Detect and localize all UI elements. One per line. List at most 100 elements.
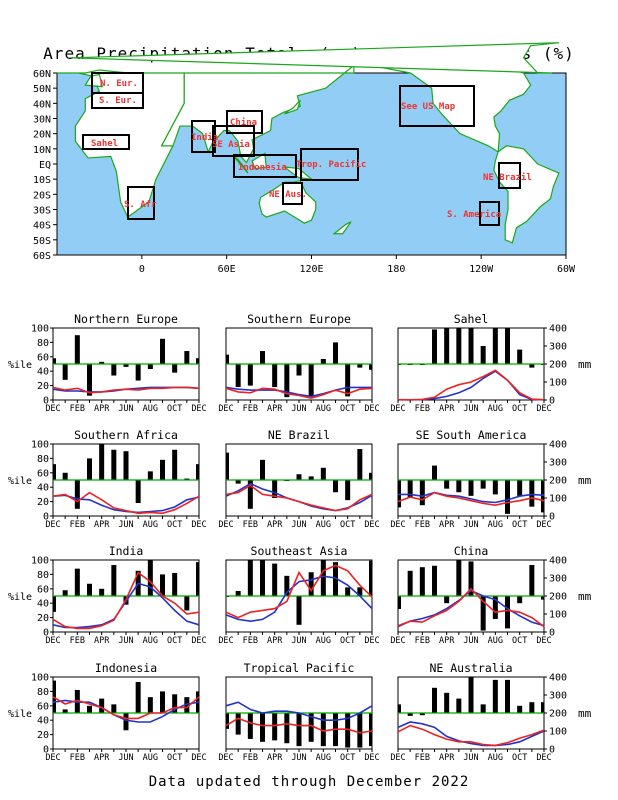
percentile-bar [160,338,165,364]
region-label: SE Asia [212,139,250,150]
pct-tick-label: 60 [37,468,49,479]
lat-tick-label: 20S [33,190,51,201]
month-label: DEC [390,520,405,530]
month-label: AUG [316,520,331,530]
percentile-bar [320,467,326,480]
percentile-bar [172,694,178,713]
pct-tick-label: 80 [37,454,49,465]
percentile-bar [62,709,68,713]
normal-precip-line [225,701,373,722]
panel-southeast-asia: Southeast Asia DEC FEB APR JUN AUG OCT DEC [218,544,379,646]
mm-axis-label: mm [578,358,592,371]
percentile-bar [99,588,105,596]
region-box [300,148,359,181]
observed-precip-line [52,696,200,720]
pct-tick-label: 60 [37,584,49,595]
percentile-bar [74,480,80,509]
lat-tick-label: EQ [39,160,51,171]
percentile-bar [196,464,199,480]
region-label: S. Eur. [99,96,137,106]
lat-tick-label: 30S [33,206,51,217]
percentile-bar [407,713,413,716]
pct-tick-label: 100 [31,440,49,451]
month-label: DEC [218,753,233,763]
percentile-bar [456,560,462,596]
observed-precip-line [397,724,545,747]
region-label: NE Brazil [483,172,532,183]
lat-tick-label: 40S [33,221,51,232]
mm-tick-label: 200 [549,360,567,371]
observed-precip-line [225,387,373,400]
month-label: APR [267,753,283,763]
mm-tick-label: 0 [549,512,555,523]
percentile-bar [260,560,265,596]
percentile-bar [480,704,486,713]
month-label: DEC [45,404,60,414]
region-label: Indonesia [238,162,287,173]
percentile-bar [320,560,326,596]
month-label: OCT [167,404,182,414]
region-box [233,154,297,178]
pct-tick-label: 100 [31,324,49,335]
percentile-bar [247,560,253,596]
month-label: AUG [143,404,158,414]
percentile-bar [99,698,105,713]
percentile-bar [480,480,486,489]
percentile-bar [541,480,544,513]
percentile-bar [456,480,462,493]
month-label: APR [439,404,455,414]
normal-precip-line [397,589,545,628]
month-label: FEB [415,753,430,763]
percentile-bar [247,364,253,386]
percentile-bar [284,713,290,744]
month-label: AUG [316,636,331,646]
percentile-bar [517,349,523,364]
percentile-bar [74,568,80,596]
percentile-bar [468,328,474,364]
percentile-bar [111,364,117,376]
continent-outline [57,69,185,218]
panel-tropical-pacific: Tropical Pacific DEC FEB APR JUN AUG OCT DEC [218,661,379,763]
percentile-bar [296,713,302,747]
percentile-bar [53,358,56,364]
percentile-bar [468,561,474,596]
pct-tick-label: 0 [43,512,49,523]
percentile-bar [87,583,92,596]
region-box [226,110,263,134]
percentile-bar [333,480,338,493]
percentile-bar [226,452,229,480]
percentile-bar [247,480,253,509]
month-label: JUN [118,520,133,530]
month-label: JUN [118,753,133,763]
normal-precip-line [397,721,545,747]
panel-title: India [109,544,144,558]
percentile-bar [345,364,351,397]
percentile-bar [398,596,401,609]
month-label: FEB [243,636,258,646]
percentile-bar [432,329,437,364]
percentile-bar [333,562,338,596]
pct-tick-label: 20 [37,381,49,392]
pct-tick-label: 100 [31,673,49,684]
region-box [127,186,155,220]
month-label: DEC [536,636,551,646]
percentile-bar [308,572,314,596]
pct-axis-label: %ile [8,592,32,603]
month-label: DEC [191,404,206,414]
lon-tick-label: 0 [139,264,145,275]
pct-tick-label: 20 [37,613,49,624]
lon-tick-label: 180 [387,264,405,275]
month-label: FEB [415,404,430,414]
percentile-bar [492,679,498,713]
pct-tick-label: 40 [37,367,49,378]
month-label: DEC [536,753,551,763]
month-label: APR [267,636,283,646]
month-label: AUG [143,636,158,646]
mm-tick-label: 0 [549,628,555,639]
percentile-bar [111,565,117,596]
month-label: FEB [70,520,85,530]
percentile-bar [123,451,129,480]
